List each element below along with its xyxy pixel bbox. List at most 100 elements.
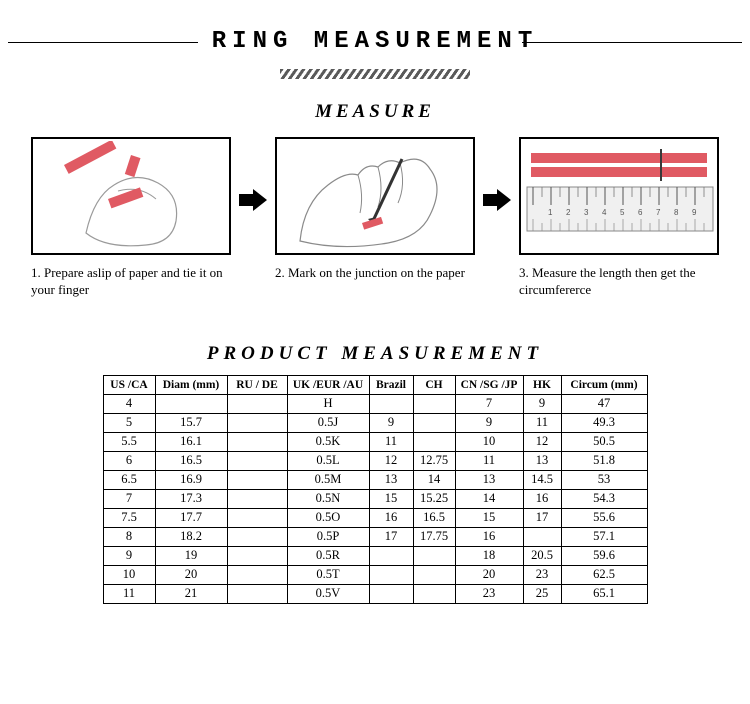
table-cell: 15: [369, 489, 413, 508]
svg-text:7: 7: [656, 208, 661, 217]
table-cell: 0.5L: [287, 451, 369, 470]
col-header: US /CA: [103, 375, 155, 394]
table-cell: 57.1: [561, 527, 647, 546]
table-row: 616.50.5L1212.75111351.8: [103, 451, 647, 470]
table-cell: 0.5R: [287, 546, 369, 565]
table-row: 9190.5R1820.559.6: [103, 546, 647, 565]
table-cell: [227, 451, 287, 470]
table-cell: 49.3: [561, 413, 647, 432]
table-cell: 20.5: [523, 546, 561, 565]
table-cell: 0.5M: [287, 470, 369, 489]
rule-right: [522, 42, 742, 43]
table-cell: [227, 489, 287, 508]
table-cell: 47: [561, 394, 647, 413]
table-cell: [227, 565, 287, 584]
col-header: CN /SG /JP: [455, 375, 523, 394]
table-cell: 65.1: [561, 584, 647, 603]
title-row: RING MEASUREMENT: [0, 28, 750, 55]
table-row: 4H7947: [103, 394, 647, 413]
table-row: 6.516.90.5M13141314.553: [103, 470, 647, 489]
table-cell: [413, 584, 455, 603]
table-cell: 17.3: [155, 489, 227, 508]
table-cell: 12: [369, 451, 413, 470]
divider-stripes: [280, 69, 470, 79]
table-cell: 20: [455, 565, 523, 584]
table-cell: 16.5: [413, 508, 455, 527]
table-cell: [413, 432, 455, 451]
table-cell: [413, 394, 455, 413]
step-3-caption: 3. Measure the length then get the circu…: [519, 265, 719, 299]
step-3: 12 34 56 78 9: [519, 137, 719, 299]
table-cell: 51.8: [561, 451, 647, 470]
table-cell: 21: [155, 584, 227, 603]
table-cell: 19: [155, 546, 227, 565]
table-cell: [155, 394, 227, 413]
col-header: Diam (mm): [155, 375, 227, 394]
step-1-caption: 1. Prepare aslip of paper and tie it on …: [31, 265, 231, 299]
table-cell: 6.5: [103, 470, 155, 489]
table-cell: 17.7: [155, 508, 227, 527]
table-cell: [227, 508, 287, 527]
product-heading: PRODUCT MEASUREMENT: [0, 343, 750, 365]
table-cell: 12.75: [413, 451, 455, 470]
table-cell: 10: [103, 565, 155, 584]
table-row: 5.516.10.5K11101250.5: [103, 432, 647, 451]
table-cell: H: [287, 394, 369, 413]
table-cell: 11: [523, 413, 561, 432]
svg-text:4: 4: [602, 208, 607, 217]
table-cell: [413, 546, 455, 565]
table-cell: 59.6: [561, 546, 647, 565]
main-title: RING MEASUREMENT: [198, 28, 552, 55]
table-cell: 4: [103, 394, 155, 413]
table-cell: 8: [103, 527, 155, 546]
table-cell: [227, 394, 287, 413]
rule-left: [8, 42, 228, 43]
table-cell: 9: [455, 413, 523, 432]
table-cell: 11: [455, 451, 523, 470]
table-cell: 15.7: [155, 413, 227, 432]
arrow-icon: [239, 189, 267, 211]
table-cell: 23: [455, 584, 523, 603]
table-cell: 9: [369, 413, 413, 432]
col-header: RU / DE: [227, 375, 287, 394]
table-cell: [227, 470, 287, 489]
svg-text:5: 5: [620, 208, 625, 217]
table-cell: 6: [103, 451, 155, 470]
table-cell: 5: [103, 413, 155, 432]
col-header: Brazil: [369, 375, 413, 394]
svg-text:1: 1: [548, 208, 553, 217]
table-cell: 12: [523, 432, 561, 451]
table-cell: [227, 584, 287, 603]
table-cell: 0.5O: [287, 508, 369, 527]
col-header: Circum (mm): [561, 375, 647, 394]
table-cell: 13: [369, 470, 413, 489]
table-cell: 18: [455, 546, 523, 565]
table-cell: 15.25: [413, 489, 455, 508]
table-cell: 13: [455, 470, 523, 489]
table-cell: 16: [369, 508, 413, 527]
svg-text:2: 2: [566, 208, 571, 217]
table-cell: [523, 527, 561, 546]
table-cell: 5.5: [103, 432, 155, 451]
table-cell: 54.3: [561, 489, 647, 508]
table-cell: [227, 413, 287, 432]
svg-text:9: 9: [692, 208, 697, 217]
table-row: 717.30.5N1515.25141654.3: [103, 489, 647, 508]
table-cell: 16: [455, 527, 523, 546]
table-cell: [413, 413, 455, 432]
table-cell: 16.9: [155, 470, 227, 489]
step-1-illustration: [31, 137, 231, 255]
size-chart-table: US /CADiam (mm)RU / DEUK /EUR /AUBrazilC…: [103, 375, 648, 604]
steps-row: 1. Prepare aslip of paper and tie it on …: [0, 137, 750, 299]
table-cell: [413, 565, 455, 584]
table-cell: [369, 584, 413, 603]
table-cell: 9: [523, 394, 561, 413]
table-cell: [227, 527, 287, 546]
table-cell: 17: [523, 508, 561, 527]
step-2-caption: 2. Mark on the junction on the paper: [275, 265, 475, 282]
step-1: 1. Prepare aslip of paper and tie it on …: [31, 137, 231, 299]
table-cell: 0.5T: [287, 565, 369, 584]
table-cell: 16.5: [155, 451, 227, 470]
col-header: CH: [413, 375, 455, 394]
table-header-row: US /CADiam (mm)RU / DEUK /EUR /AUBrazilC…: [103, 375, 647, 394]
